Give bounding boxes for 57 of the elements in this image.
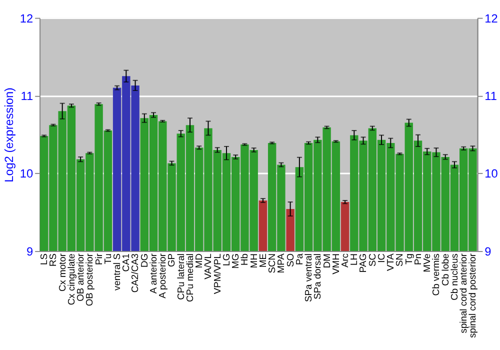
- x-tick-label: MH: [248, 254, 259, 268]
- x-tick-label: VMH: [330, 254, 341, 274]
- x-tick-label: SPa ventral: [304, 254, 314, 302]
- y-tick-label: 10: [20, 166, 34, 181]
- x-tick-label: Pa: [294, 252, 304, 265]
- x-tick-label: Cx cingulate: [66, 254, 76, 306]
- x-tick-label: Arc: [340, 253, 350, 268]
- y2-tick-label: 11: [484, 89, 498, 104]
- x-tick-label: MVe: [422, 254, 432, 272]
- x-tick-label: LS: [39, 254, 50, 265]
- x-tick-label: spinal cord anterior: [458, 254, 469, 334]
- x-tick-label: SPa dorsal: [312, 254, 323, 300]
- y-tick-label: 9: [26, 244, 34, 258]
- x-tick-label: OB posterior: [84, 254, 95, 306]
- x-tick-label: SO: [285, 254, 296, 268]
- x-tick-label: CPu medial: [184, 254, 195, 302]
- x-tick-label: Pir: [94, 254, 104, 265]
- x-tick-label: MD: [194, 253, 204, 268]
- x-tick-label: VTA: [386, 252, 396, 272]
- x-tick-label: RS: [48, 254, 58, 267]
- y2-tick-label: 12: [484, 11, 498, 26]
- x-tick-label: Cx motor: [57, 254, 68, 292]
- x-tick-label: LG: [221, 254, 232, 266]
- x-tick-label: ventral S: [112, 254, 122, 290]
- x-tick-label: A anterior: [148, 254, 158, 294]
- x-tick-label: Hb: [240, 254, 250, 266]
- x-tick-label: Tu: [102, 254, 113, 264]
- x-tick-label: spinal cord posterior: [468, 254, 478, 338]
- x-tick-label: CA2/CA3: [130, 254, 140, 293]
- y2-tick-label: 10: [484, 166, 498, 181]
- x-tick-label: CA1: [121, 254, 132, 272]
- y2-tick-label: 9: [484, 244, 492, 258]
- x-tick-label: Tg: [404, 254, 414, 264]
- x-tick-label: Cb vermis: [431, 253, 442, 296]
- x-tick-label: Cb nucleus: [449, 253, 460, 300]
- x-tick-label: VPM/VPL: [212, 254, 222, 294]
- x-tick-label: CPu lateral: [176, 254, 186, 300]
- x-tick-label: SN: [394, 254, 405, 267]
- x-tick-label: Pn: [412, 254, 423, 265]
- x-tick-label: SCN: [267, 254, 278, 274]
- x-tick-label: OB anterior: [76, 254, 86, 302]
- x-tick-label: ME: [258, 254, 268, 268]
- x-tick-label: PAG: [358, 254, 368, 273]
- x-tick-label: MPA: [276, 252, 286, 274]
- x-tick-label: VA/VL: [203, 254, 214, 280]
- x-tick-label: DG: [139, 254, 150, 268]
- x-tick-label: LH: [349, 254, 360, 266]
- x-tick-label: SC: [367, 253, 378, 267]
- x-tick-label: DM: [322, 253, 332, 268]
- x-tick-label: GP: [166, 254, 177, 268]
- x-tick-label: Cb lobe: [440, 254, 450, 286]
- y-tick-label: 11: [20, 89, 34, 104]
- x-tick-label: IC: [376, 253, 386, 263]
- y-axis-title: Log2 (expression): [2, 87, 16, 182]
- y-tick-label: 12: [20, 11, 34, 26]
- x-tick-label: A posterior: [158, 254, 168, 298]
- x-tick-label: MG: [230, 254, 241, 269]
